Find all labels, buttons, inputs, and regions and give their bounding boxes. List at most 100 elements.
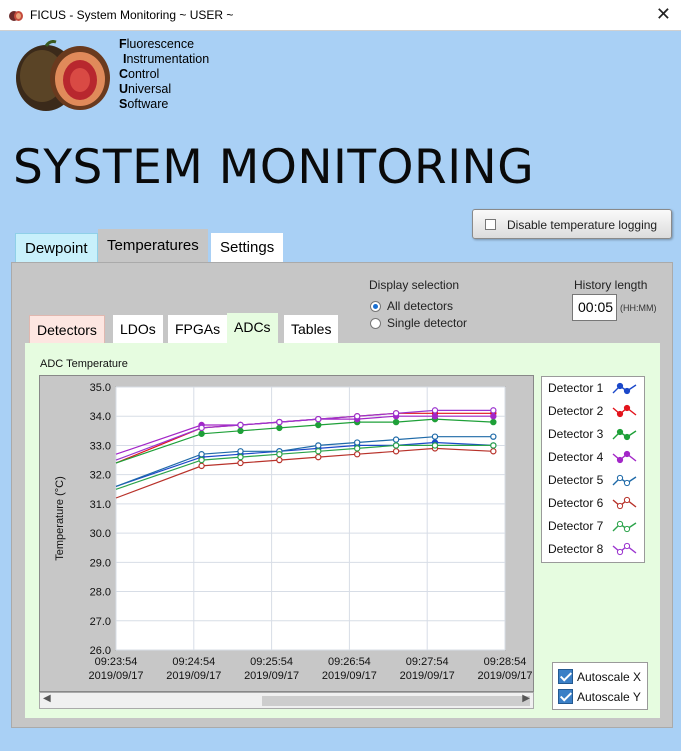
chart-scrollbar[interactable]: ◀ ▶: [39, 692, 534, 709]
legend-swatch-detector-8: [612, 542, 637, 556]
data-point-detector-8: [353, 413, 361, 420]
adc-temperature-chart[interactable]: 26.0 27.0 28.0 29.0 30.0 31.0 32.0 33.0 34.0 35.0…: [39, 375, 534, 692]
tab-tables[interactable]: Tables: [284, 315, 339, 343]
autoscale-x[interactable]: Autoscale X: [558, 669, 641, 684]
x-tick-label: 09:28:54: [484, 656, 527, 668]
y-tick-label: 35.0: [90, 382, 111, 394]
data-point-detector-5: [392, 436, 400, 443]
data-point-detector-5: [431, 433, 439, 440]
data-point-detector-6: [276, 456, 283, 464]
disable-logging-label: Disable temperature logging: [507, 218, 658, 232]
y-tick-label: 30.0: [90, 528, 111, 540]
tab-settings[interactable]: Settings: [211, 233, 284, 262]
data-point-detector-3: [392, 418, 400, 426]
data-point-detector-5: [237, 448, 244, 455]
y-tick-label: 34.0: [90, 411, 111, 423]
y-tick-label: 32.0: [90, 470, 111, 482]
scroll-left-icon[interactable]: ◀: [43, 693, 51, 704]
data-point-detector-6: [392, 448, 400, 455]
chart-title: ADC Temperature: [40, 358, 128, 370]
y-axis-label: Temperature (°C): [54, 476, 66, 560]
ficus-logo: [16, 40, 110, 111]
legend-swatch-detector-1: [612, 382, 637, 395]
data-point-detector-7: [353, 445, 361, 452]
fig-app-icon: [9, 11, 23, 21]
data-point-detector-6: [353, 451, 361, 458]
data-point-detector-3: [490, 418, 497, 426]
data-point-detector-4: [431, 413, 439, 420]
scroll-thumb[interactable]: [262, 696, 530, 706]
y-tick-label: 33.0: [90, 440, 111, 452]
data-point-detector-3: [315, 421, 322, 429]
tab-dewpoint[interactable]: Dewpoint: [15, 233, 98, 262]
data-point-detector-6: [490, 448, 497, 455]
data-point-detector-8: [198, 424, 205, 432]
legend-swatch-detector-7: [612, 520, 637, 533]
radio-selected-icon[interactable]: [370, 301, 381, 312]
legend-swatch-detector-4: [612, 450, 637, 464]
data-point-detector-5: [315, 442, 322, 449]
tab-fpgas[interactable]: FPGAs: [168, 315, 228, 343]
y-tick-label: 26.0: [90, 645, 111, 657]
data-point-detector-7: [315, 448, 322, 455]
legend-item-detector-5: Detector 5: [548, 473, 604, 487]
history-length-label: History length: [574, 278, 648, 292]
x-tick-date: 2019/09/17: [166, 670, 221, 682]
data-point-detector-7: [276, 451, 283, 458]
x-tick-date: 2019/09/17: [477, 670, 532, 682]
history-length-unit: (HH:MM): [620, 303, 657, 313]
checkbox-checked-icon[interactable]: [558, 669, 573, 684]
close-icon[interactable]: ✕: [655, 4, 671, 24]
chart-legend: Detector 1 Detector 2 Detector 3 Detector 4…: [541, 376, 645, 563]
tab-ldos[interactable]: LDOs: [113, 315, 163, 343]
history-length-input[interactable]: 00:05: [572, 294, 617, 321]
tab-adcs[interactable]: ADCs: [227, 313, 278, 343]
checkbox-checked-icon[interactable]: [558, 689, 573, 704]
disable-temperature-logging-button[interactable]: Disable temperature logging: [472, 209, 672, 239]
data-point-detector-3: [198, 430, 205, 437]
data-point-detector-3: [237, 427, 244, 435]
x-tick-label: 09:26:54: [328, 656, 371, 668]
legend-swatch-detector-5: [612, 474, 637, 487]
y-tick-label: 27.0: [90, 616, 111, 628]
data-point-detector-7: [237, 453, 244, 461]
legend-swatch-detector-2: [612, 404, 637, 418]
plot-area: [115, 386, 506, 651]
legend-swatch-detector-6: [612, 496, 637, 510]
data-point-detector-7: [490, 442, 497, 449]
radio-single-detector[interactable]: Single detector: [370, 316, 467, 330]
page-title: SYSTEM MONITORING: [13, 140, 535, 195]
display-selection-label: Display selection: [369, 278, 460, 292]
x-tick-label: 09:27:54: [406, 656, 449, 668]
legend-item-detector-4: Detector 4: [548, 450, 604, 464]
tab-temperatures[interactable]: Temperatures: [98, 229, 208, 262]
x-tick-label: 09:25:54: [250, 656, 293, 668]
legend-item-detector-3: Detector 3: [548, 427, 604, 441]
legend-item-detector-8: Detector 8: [548, 542, 604, 556]
legend-item-detector-1: Detector 1: [548, 381, 604, 395]
radio-all-detectors[interactable]: All detectors: [370, 299, 453, 313]
autoscale-box: Autoscale X Autoscale Y: [552, 662, 648, 710]
x-tick-date: 2019/09/17: [88, 670, 143, 682]
data-point-detector-8: [237, 421, 244, 429]
data-point-detector-8: [392, 410, 400, 417]
y-tick-label: 28.0: [90, 587, 111, 599]
scroll-right-icon[interactable]: ▶: [522, 693, 530, 704]
disable-logging-checkbox[interactable]: [485, 219, 496, 230]
tab-detectors[interactable]: Detectors: [29, 315, 105, 343]
data-point-detector-6: [198, 462, 205, 470]
autoscale-y[interactable]: Autoscale Y: [558, 689, 641, 704]
data-point-detector-7: [198, 456, 205, 464]
data-point-detector-7: [431, 442, 439, 449]
data-point-detector-4: [490, 413, 497, 420]
x-tick-date: 2019/09/17: [322, 670, 377, 682]
x-tick-label: 09:24:54: [172, 656, 215, 668]
data-point-detector-8: [490, 407, 497, 414]
legend-item-detector-2: Detector 2: [548, 404, 604, 418]
window-titlebar: FICUS - System Monitoring ~ USER ~ ✕: [0, 0, 681, 31]
radio-unselected-icon[interactable]: [370, 318, 381, 329]
legend-item-detector-6: Detector 6: [548, 496, 604, 510]
x-tick-label: 09:23:54: [95, 656, 138, 668]
window-title: FICUS - System Monitoring ~ USER ~: [30, 8, 234, 22]
data-point-detector-5: [353, 439, 361, 446]
